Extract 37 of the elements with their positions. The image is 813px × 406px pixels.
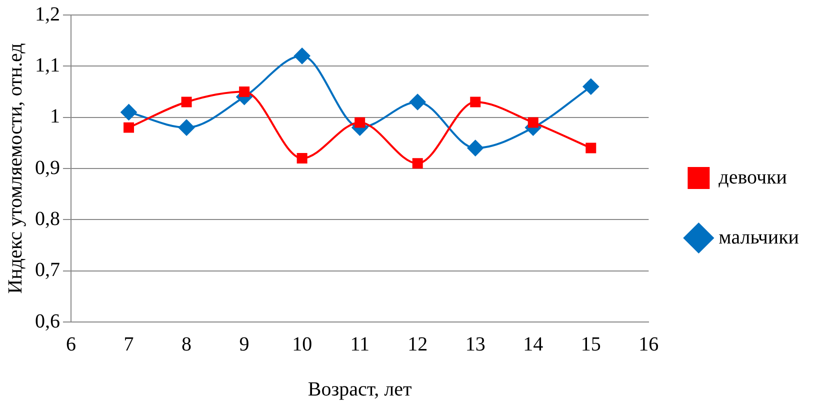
point (410, 94, 426, 110)
point (586, 142, 596, 154)
y-axis-title: Индекс утомляемости, отн.ед (4, 43, 26, 294)
y-tick-label: 1,2 (35, 3, 60, 26)
x-tick-label: 6 (66, 333, 76, 356)
y-tick-label: 0,9 (35, 156, 60, 179)
x-axis-title: Возраст, лет (308, 378, 412, 400)
legend-label: мальчики (718, 226, 800, 248)
x-tick-label: 13 (465, 333, 486, 356)
x-tick-label: 16 (638, 333, 659, 356)
y-tick-label: 0,8 (35, 208, 60, 230)
y-tick-label: 1,1 (35, 54, 60, 76)
point (412, 158, 423, 169)
point (470, 96, 481, 108)
legend-label: девочки (718, 166, 788, 188)
x-tick-label: 9 (239, 333, 250, 356)
point (178, 120, 195, 136)
point (354, 117, 366, 128)
point (120, 104, 137, 120)
x-tick-label: 7 (124, 333, 134, 356)
point (528, 117, 538, 128)
x-tick-label: 10 (292, 333, 312, 356)
x-tick-label: 15 (580, 333, 601, 356)
x-tick-label: 14 (523, 333, 544, 356)
x-tick-label: 12 (408, 333, 428, 356)
y-tick-label: 0,6 (35, 310, 60, 332)
point (124, 122, 134, 133)
y-tick-label: 0,7 (35, 259, 60, 282)
point (181, 96, 192, 108)
point (239, 86, 250, 97)
point (467, 140, 484, 156)
x-tick-label: 8 (182, 333, 192, 356)
x-tick-label: 11 (350, 333, 370, 356)
point (296, 153, 308, 164)
y-tick-label: 1 (50, 106, 60, 128)
point (582, 78, 599, 95)
point (294, 48, 310, 64)
